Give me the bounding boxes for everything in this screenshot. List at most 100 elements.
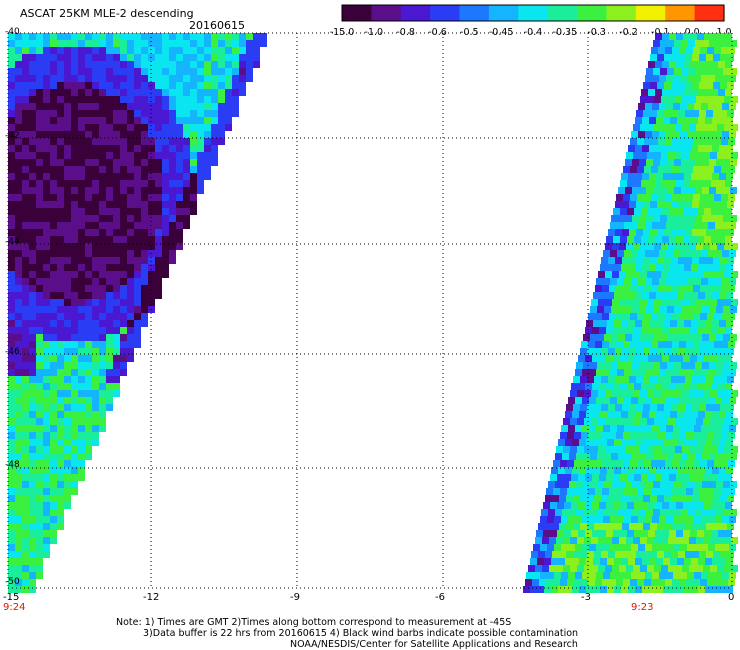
data-cell (639, 159, 646, 166)
data-cell (563, 565, 570, 572)
data-cell (22, 544, 29, 551)
data-cell (721, 460, 728, 467)
data-cell (574, 488, 581, 495)
data-cell (99, 285, 106, 292)
data-cell (603, 369, 610, 376)
data-cell (693, 194, 700, 201)
data-cell (715, 425, 722, 432)
data-cell (232, 110, 239, 117)
data-cell (148, 236, 155, 243)
data-cell (568, 425, 575, 432)
data-cell (701, 222, 708, 229)
data-cell (687, 75, 694, 82)
data-cell (50, 138, 57, 145)
data-cell (120, 166, 127, 173)
data-cell (92, 397, 99, 404)
data-cell (650, 551, 657, 558)
data-cell (627, 236, 634, 243)
data-cell (579, 411, 586, 418)
data-cell (92, 117, 99, 124)
data-cell (638, 369, 645, 376)
data-cell (635, 558, 642, 565)
data-cell (616, 432, 623, 439)
data-cell (50, 208, 57, 215)
data-cell (697, 474, 704, 481)
data-cell (64, 201, 71, 208)
data-cell (622, 201, 629, 208)
data-cell (731, 124, 738, 131)
data-cell (553, 488, 560, 495)
data-cell (663, 558, 670, 565)
data-cell (615, 257, 622, 264)
data-cell (113, 54, 120, 61)
data-cell (64, 383, 71, 390)
data-cell (120, 194, 127, 201)
data-cell (626, 418, 633, 425)
data-cell (127, 285, 134, 292)
data-cell (141, 257, 148, 264)
data-cell (624, 425, 631, 432)
data-cell (169, 236, 176, 243)
data-cell (141, 96, 148, 103)
data-cell (708, 369, 715, 376)
data-cell (8, 467, 15, 474)
data-cell (722, 278, 729, 285)
data-cell (596, 572, 603, 579)
data-cell (671, 348, 678, 355)
data-cell (720, 551, 727, 558)
data-cell (703, 152, 710, 159)
data-cell (577, 565, 584, 572)
data-cell (609, 341, 616, 348)
data-cell (50, 432, 57, 439)
data-cell (71, 180, 78, 187)
data-cell (684, 117, 691, 124)
data-cell (141, 229, 148, 236)
data-cell (15, 68, 22, 75)
data-cell (688, 40, 695, 47)
data-cell (684, 467, 691, 474)
data-cell (721, 432, 728, 439)
data-cell (99, 187, 106, 194)
data-cell (718, 33, 725, 40)
data-cell (571, 383, 578, 390)
data-cell (99, 208, 106, 215)
data-cell (671, 404, 678, 411)
data-cell (677, 292, 684, 299)
data-cell (694, 572, 701, 579)
data-cell (523, 586, 530, 593)
data-cell (155, 61, 162, 68)
data-cell (576, 509, 583, 516)
data-cell (8, 138, 15, 145)
data-cell (593, 292, 600, 299)
data-cell (688, 68, 695, 75)
data-cell (699, 523, 706, 530)
data-cell (654, 446, 661, 453)
data-cell (564, 502, 571, 509)
data-cell (253, 47, 260, 54)
data-cell (566, 495, 573, 502)
data-cell (644, 138, 651, 145)
data-cell (190, 96, 197, 103)
data-cell (666, 131, 673, 138)
data-cell (697, 208, 704, 215)
data-cell (232, 103, 239, 110)
data-cell (43, 530, 50, 537)
data-cell (622, 229, 629, 236)
data-cell (710, 418, 717, 425)
data-cell (50, 320, 57, 327)
data-cell (716, 40, 723, 47)
data-cell (684, 586, 691, 593)
data-cell (176, 194, 183, 201)
data-cell (64, 222, 71, 229)
data-cell (577, 390, 584, 397)
data-cell (535, 537, 542, 544)
data-cell (176, 152, 183, 159)
data-cell (204, 166, 211, 173)
data-cell (713, 404, 720, 411)
data-cell (22, 348, 29, 355)
data-cell (36, 145, 43, 152)
data-cell (64, 257, 71, 264)
data-cell (588, 579, 595, 586)
data-cell (22, 411, 29, 418)
data-cell (588, 460, 595, 467)
